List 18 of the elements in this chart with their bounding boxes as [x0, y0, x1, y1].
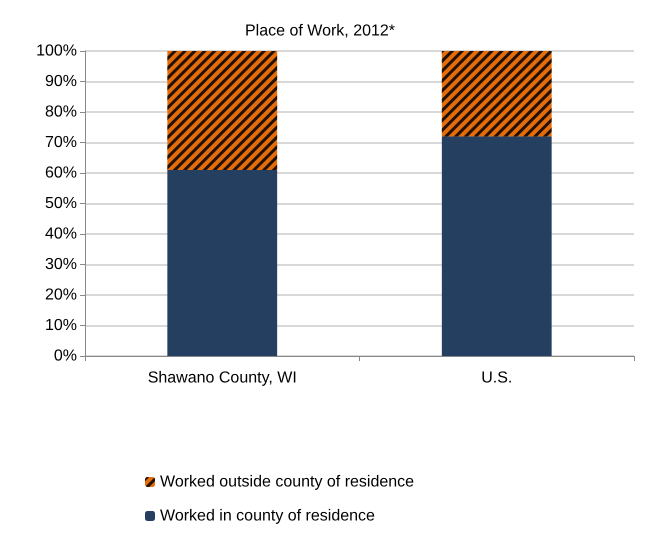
- y-tick-label: 30%: [44, 256, 77, 273]
- y-tick-label: 80%: [44, 104, 77, 120]
- y-tick-label: 90%: [44, 73, 77, 90]
- y-tick-label: 70%: [44, 134, 77, 151]
- bar: [167, 170, 278, 356]
- y-tick-label: 50%: [44, 195, 77, 212]
- y-tick-label: 100%: [36, 42, 77, 60]
- y-tick-label: 0%: [54, 348, 77, 364]
- y-tick-label: 10%: [44, 317, 77, 334]
- y-tick-label: 20%: [44, 286, 77, 304]
- legend-label: Worked in county of residence: [160, 508, 376, 524]
- chart-title: Place of Work, 2012*: [245, 22, 396, 40]
- x-tick-label: U.S.: [481, 370, 512, 386]
- legend-label: Worked outside county of residence: [160, 474, 414, 490]
- bar: [442, 136, 552, 356]
- x-tick-label: Shawano County, WI: [148, 370, 297, 386]
- y-tick-label: 40%: [44, 226, 77, 242]
- y-tick-label: 60%: [44, 164, 77, 182]
